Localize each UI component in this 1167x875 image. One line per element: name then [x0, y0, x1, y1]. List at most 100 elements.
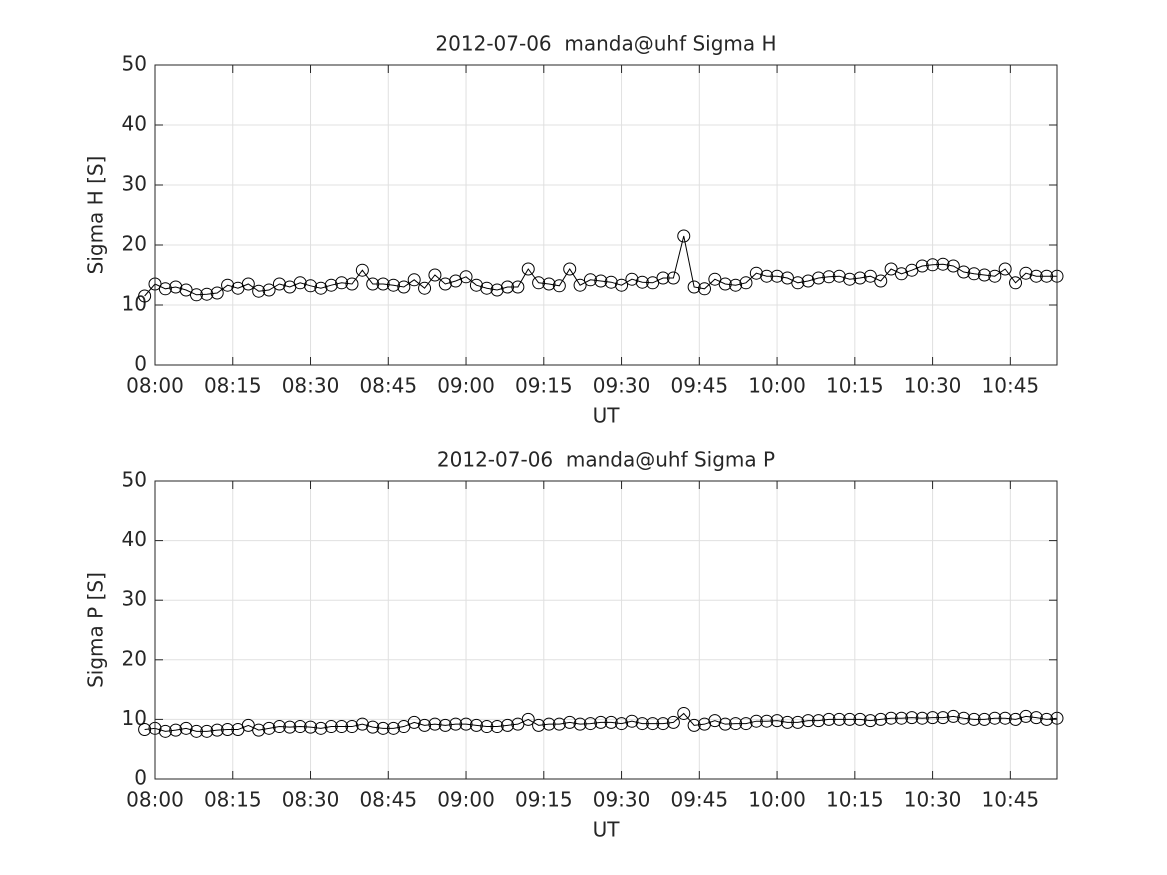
- data-point: [1029, 269, 1043, 283]
- data-point: [625, 272, 639, 286]
- data-point: [760, 269, 774, 283]
- data-point: [946, 259, 960, 273]
- data-point: [366, 720, 380, 734]
- axes-box: [154, 64, 1058, 366]
- data-point: [501, 718, 515, 732]
- data-point: [532, 276, 546, 290]
- x-tick-label: 08:30: [282, 374, 340, 398]
- y-tick-label: 40: [122, 527, 147, 551]
- data-point: [656, 717, 670, 731]
- data-point: [832, 269, 846, 283]
- data-point: [293, 720, 307, 734]
- data-point: [542, 717, 556, 731]
- data-point: [853, 271, 867, 285]
- data-point: [262, 721, 276, 735]
- data-point: [324, 720, 338, 734]
- plot-area: [155, 65, 1057, 365]
- data-point: [355, 717, 369, 731]
- data-point: [656, 271, 670, 285]
- data-point: [646, 717, 660, 731]
- data-point: [926, 711, 940, 725]
- axes-box: [154, 480, 1058, 780]
- data-point: [936, 257, 950, 271]
- data-point: [594, 715, 608, 729]
- y-tick-label: 40: [122, 112, 147, 136]
- chart-title: 2012-07-06 manda@uhf Sigma P: [437, 448, 775, 472]
- data-point: [718, 717, 732, 731]
- x-tick-label: 09:45: [670, 374, 728, 398]
- data-point: [480, 720, 494, 734]
- data-point: [874, 274, 888, 288]
- data-point: [915, 259, 929, 273]
- y-tick-label: 20: [122, 232, 147, 256]
- data-point: [604, 275, 618, 289]
- data-point: [998, 711, 1012, 725]
- data-point: [801, 714, 815, 728]
- data-point: [376, 277, 390, 291]
- data-point: [345, 277, 359, 291]
- x-tick-label: 10:45: [982, 788, 1040, 812]
- x-tick-label: 09:15: [515, 374, 573, 398]
- y-axis-label: Sigma H [S]: [84, 156, 108, 275]
- subplot: 0 10 20 30 40 50 08:00 08:15 08:30 08:45 09:00 09:1…: [84, 448, 1064, 842]
- data-point: [822, 270, 836, 284]
- data-point: [812, 271, 826, 285]
- data-point: [386, 721, 400, 735]
- data-point: [687, 280, 701, 294]
- data-point: [335, 720, 349, 734]
- data-point: [1009, 276, 1023, 290]
- x-tick-label: 08:30: [282, 788, 340, 812]
- data-point: [739, 717, 753, 731]
- data-point: [169, 280, 183, 294]
- data-point: [542, 277, 556, 291]
- data-point: [926, 258, 940, 272]
- data-point: [760, 714, 774, 728]
- x-tick-label: 09:15: [515, 788, 573, 812]
- x-tick-label: 08:00: [126, 788, 184, 812]
- x-tick-label: 10:45: [982, 374, 1040, 398]
- data-point: [397, 280, 411, 294]
- data-point: [957, 265, 971, 279]
- data-point: [977, 712, 991, 726]
- data-point: [532, 718, 546, 732]
- data-point: [407, 715, 421, 729]
- data-point: [428, 717, 442, 731]
- data-point: [210, 723, 224, 737]
- chart-title: 2012-07-06 manda@uhf Sigma H: [435, 32, 776, 56]
- data-point: [1019, 709, 1033, 723]
- x-tick-label: 09:30: [593, 788, 651, 812]
- x-tick-label: 09:00: [437, 374, 495, 398]
- data-point: [252, 284, 266, 298]
- data-point: [635, 717, 649, 731]
- data-point: [718, 277, 732, 291]
- data-point: [677, 229, 691, 243]
- data-point: [801, 274, 815, 288]
- x-tick-label: 08:00: [126, 374, 184, 398]
- y-tick-label: 10: [122, 292, 147, 316]
- x-tick-label: 08:15: [204, 788, 262, 812]
- data-point: [604, 715, 618, 729]
- data-point: [272, 720, 286, 734]
- data-point: [138, 723, 152, 737]
- data-point: [853, 712, 867, 726]
- data-point: [625, 714, 639, 728]
- data-point: [843, 272, 857, 286]
- data-point: [905, 711, 919, 725]
- data-point: [1040, 712, 1054, 726]
- y-tick-label: 50: [122, 468, 147, 492]
- data-point: [677, 706, 691, 720]
- data-point: [1040, 269, 1054, 283]
- data-point: [283, 720, 297, 734]
- data-point: [615, 717, 629, 731]
- y-tick-label: 10: [122, 706, 147, 730]
- data-point: [293, 276, 307, 290]
- subplot: 0 10 20 30 40 50 08:00 08:15 08:30 08:45 09:00 09:1…: [84, 32, 1064, 428]
- data-point: [511, 280, 525, 294]
- data-point: [739, 276, 753, 290]
- data-point: [770, 714, 784, 728]
- data-point: [615, 278, 629, 292]
- data-point: [200, 724, 214, 738]
- data-line: [144, 712, 1058, 732]
- data-point: [469, 718, 483, 732]
- data-point: [563, 715, 577, 729]
